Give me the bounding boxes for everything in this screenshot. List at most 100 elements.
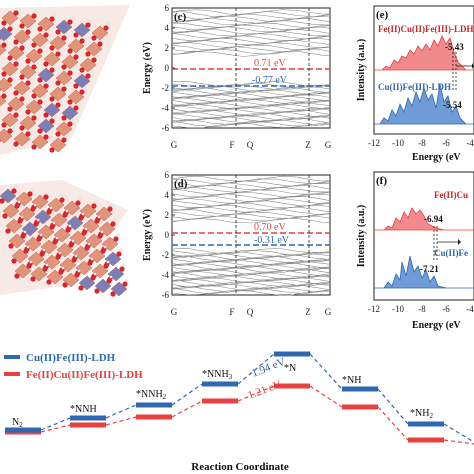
band-line	[171, 247, 331, 254]
hydrogen-atom	[52, 115, 56, 119]
oxygen-atom	[8, 243, 14, 249]
band-line	[171, 108, 331, 114]
band-line	[171, 88, 331, 95]
band-line	[171, 20, 331, 26]
hydrogen-atom	[64, 134, 68, 138]
band-line	[171, 42, 331, 49]
y-tick-label: 2	[165, 43, 170, 53]
hydrogen-atom	[39, 233, 43, 237]
dos-top-e	[374, 35, 474, 71]
oxygen-atom	[71, 257, 77, 263]
species-n2: N2	[12, 417, 23, 429]
oxygen-atom	[43, 83, 49, 89]
band-line	[171, 15, 331, 22]
oxygen-atom	[61, 86, 67, 92]
oxygen-atom	[42, 266, 48, 272]
ylabel-c: Energy (eV)	[142, 42, 153, 94]
oxygen-atom	[75, 200, 81, 206]
band-line	[171, 284, 331, 291]
hydrogen-atom	[88, 19, 92, 23]
x-tick-label: G	[325, 140, 332, 150]
oxygen-atom	[0, 198, 5, 204]
oxygen-atom	[84, 245, 90, 251]
x-tick-label: Z	[305, 140, 311, 150]
metal-octahedron	[0, 128, 13, 144]
band-line	[171, 254, 331, 261]
panel-label-e: (e)	[376, 9, 389, 21]
panel-label-d: (d)	[174, 178, 188, 190]
hydrogen-atom	[64, 32, 68, 36]
x-tick-label: -4	[466, 138, 474, 148]
oxygen-atom	[68, 242, 74, 248]
oxygen-atom	[106, 278, 112, 284]
oxygen-atom	[61, 64, 67, 70]
y-tick-label: 6	[165, 3, 170, 13]
band-line	[171, 10, 331, 18]
oxygen-atom	[37, 99, 43, 105]
hydrogen-atom	[74, 254, 78, 258]
barrier-red: 1.21 eV	[246, 378, 283, 401]
oxygen-atom	[25, 131, 31, 137]
xticks-f: -12 -10 -8 -6 -4	[368, 304, 474, 314]
band-line	[171, 22, 331, 29]
oxygen-atom	[67, 19, 73, 25]
band-line	[171, 272, 331, 278]
structure-bottom-lattice	[0, 185, 129, 297]
oxygen-atom	[33, 221, 39, 227]
x-tick-label: Q	[247, 140, 254, 150]
oxygen-atom	[25, 29, 31, 35]
hydrogen-atom	[125, 278, 129, 282]
metal-octahedron	[0, 77, 13, 93]
dos-panel-f: (f) Fe(II)Cu Cu(II)Fe -6.94 -7.21 Intens…	[356, 171, 474, 331]
oxygen-atom	[58, 269, 64, 275]
oxygen-atom	[90, 275, 96, 281]
hydrogen-atom	[46, 80, 50, 84]
oxygen-atom	[61, 115, 67, 121]
oxygen-atom	[1, 20, 7, 26]
band-line	[171, 289, 331, 296]
band-line	[171, 252, 331, 259]
oxygen-atom	[11, 188, 17, 194]
reaction-diagram: Cu(II)Fe(III)-LDH Fe(II)Cu(II)Fe(III)-LD…	[4, 351, 474, 473]
hydrogen-atom	[28, 26, 32, 30]
band-line	[171, 208, 331, 216]
oxygen-atom	[55, 80, 61, 86]
band-line	[171, 188, 331, 195]
band-line	[171, 51, 331, 57]
hydrogen-atom	[16, 7, 20, 11]
oxygen-atom	[100, 248, 106, 254]
xlabel-e: Energy (eV	[412, 152, 461, 163]
x-tick-label: G	[171, 307, 178, 317]
hydrogen-atom	[64, 83, 68, 87]
hydrogen-atom	[33, 203, 37, 207]
hydrogen-atom	[55, 236, 59, 240]
band-line	[171, 116, 331, 123]
energy-connector	[443, 439, 474, 445]
species-n: *N	[284, 363, 296, 374]
oxygen-atom	[49, 118, 55, 124]
oxygen-atom	[119, 266, 125, 272]
band-line	[171, 288, 331, 294]
band-line	[171, 17, 331, 24]
oxygen-atom	[107, 206, 113, 212]
oxygen-atom	[1, 71, 7, 77]
y-tick-label: -4	[162, 103, 170, 113]
band-line	[171, 119, 331, 126]
oxygen-atom	[2, 213, 8, 219]
oxygen-atom	[74, 272, 80, 278]
oxygen-atom	[103, 25, 109, 31]
oxygen-atom	[46, 209, 52, 215]
oxygen-atom	[110, 291, 116, 297]
oxygen-atom	[55, 102, 61, 108]
y-tick-label: -6	[162, 290, 170, 300]
hydrogen-atom	[20, 215, 24, 219]
band-line	[171, 175, 331, 182]
energy-connector	[105, 416, 137, 426]
x-tick-label: G	[325, 307, 332, 317]
metal-octahedron	[0, 95, 7, 107]
x-tick-label: Q	[247, 307, 254, 317]
hydrogen-atom	[46, 29, 50, 33]
hydrogen-atom	[4, 39, 8, 43]
